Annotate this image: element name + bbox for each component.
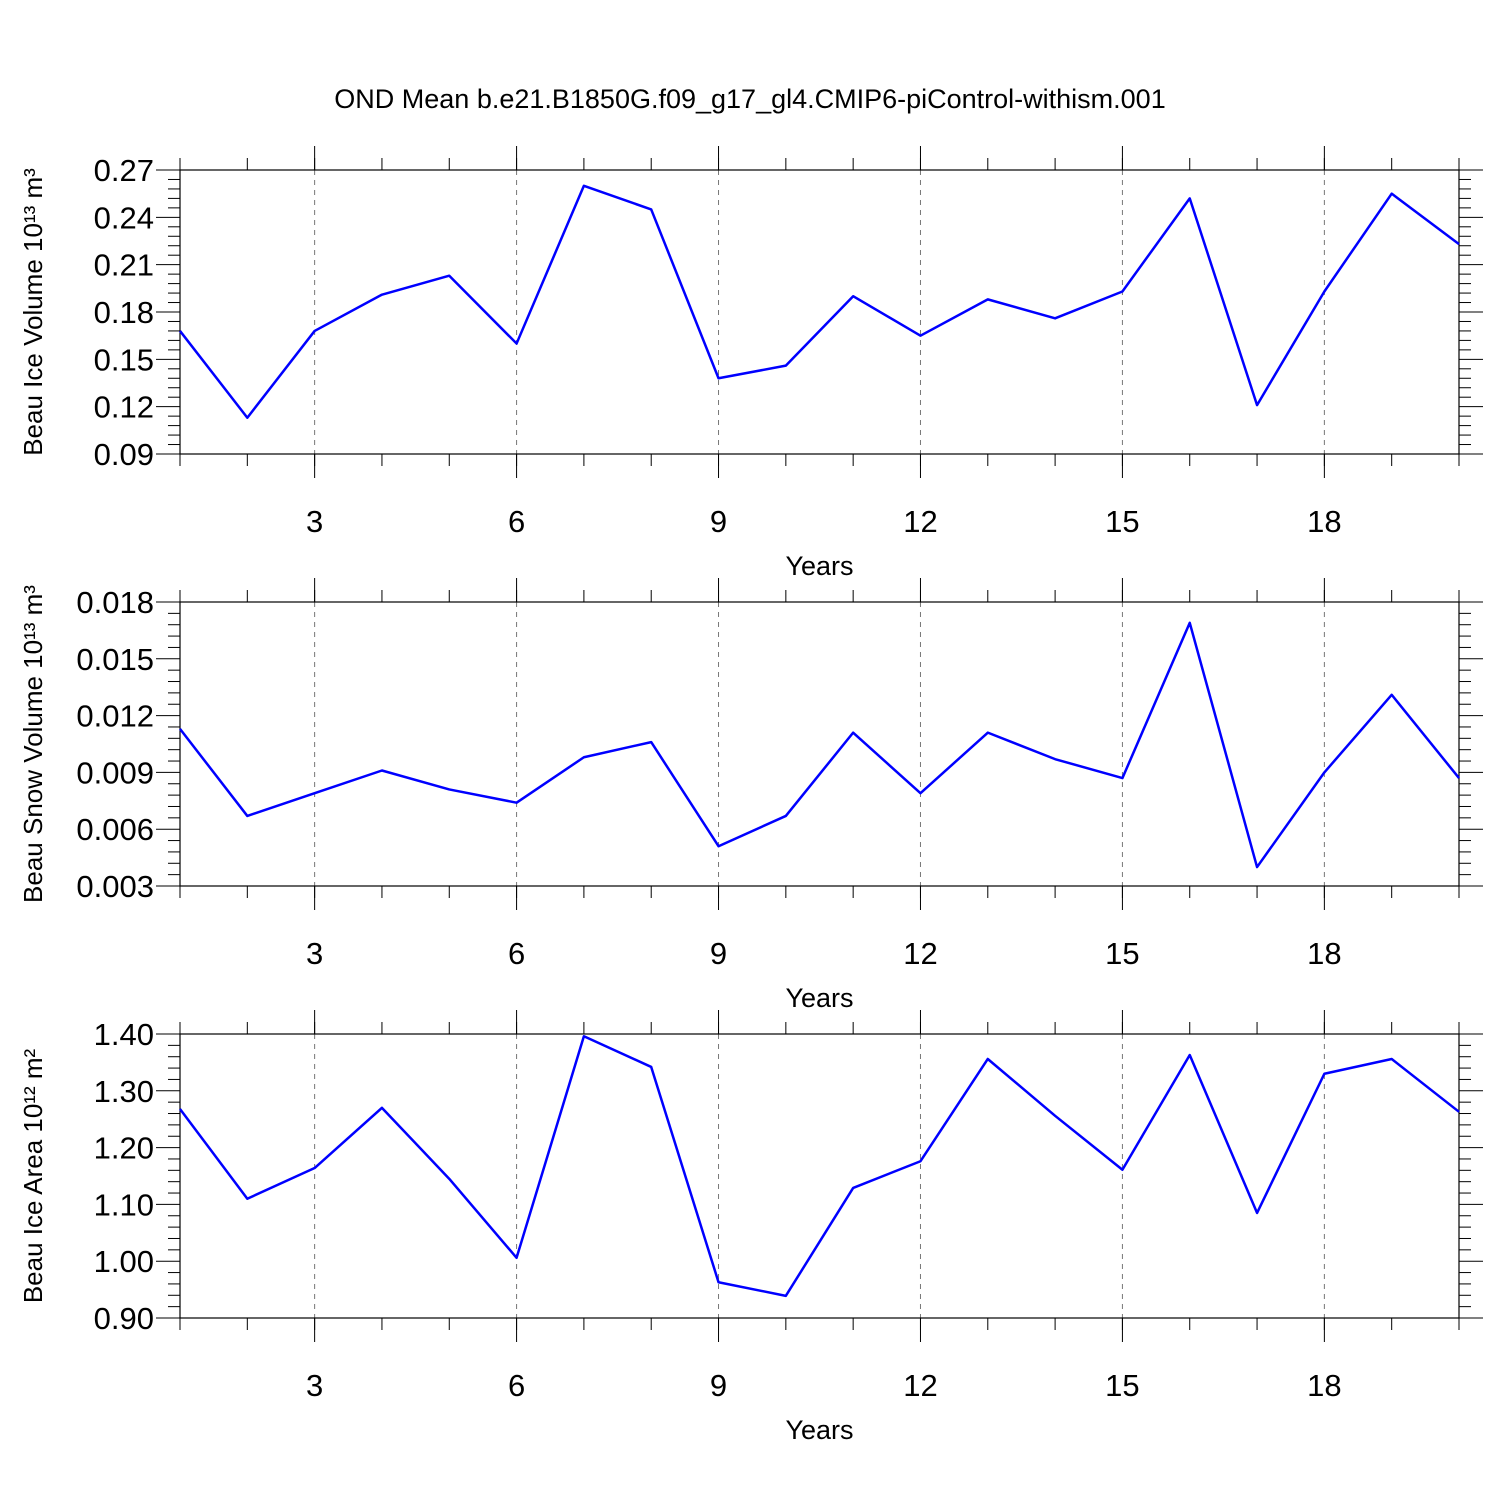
y-tick-label: 0.003 — [76, 869, 154, 904]
y-tick-label: 0.018 — [76, 585, 154, 620]
x-tick-label: 18 — [1307, 936, 1341, 971]
x-tick-label: 6 — [508, 1368, 525, 1403]
data-line — [179, 1035, 1460, 1298]
y-tick-label: 0.009 — [76, 755, 154, 790]
y-tick-label: 0.09 — [94, 437, 154, 472]
x-tick-label: 6 — [508, 936, 525, 971]
y-axis-label: Beau Ice Area 10¹² m² — [18, 1048, 48, 1303]
y-tick-label: 0.015 — [76, 642, 154, 677]
x-tick-label: 3 — [306, 936, 323, 971]
y-tick-label: 0.12 — [94, 390, 154, 425]
x-axis-label: Years — [785, 983, 853, 1013]
x-tick-label: 12 — [903, 936, 937, 971]
x-tick-label: 9 — [710, 936, 727, 971]
y-tick-label: 0.012 — [76, 699, 154, 734]
y-tick-label: 0.24 — [94, 200, 154, 235]
x-tick-label: 15 — [1105, 504, 1139, 539]
y-tick-label: 0.15 — [94, 342, 154, 377]
y-tick-label: 0.21 — [94, 248, 154, 283]
x-tick-label: 18 — [1307, 504, 1341, 539]
x-tick-label: 9 — [710, 504, 727, 539]
y-tick-label: 0.006 — [76, 812, 154, 847]
y-axis-label: Beau Snow Volume 10¹³ m³ — [18, 585, 48, 903]
data-line — [179, 184, 1460, 419]
x-tick-label: 9 — [710, 1368, 727, 1403]
x-tick-label: 15 — [1105, 936, 1139, 971]
x-tick-label: 3 — [306, 504, 323, 539]
y-tick-label: 1.10 — [94, 1187, 154, 1222]
x-tick-label: 15 — [1105, 1368, 1139, 1403]
y-tick-label: 0.18 — [94, 295, 154, 330]
x-tick-label: 3 — [306, 1368, 323, 1403]
y-tick-label: 0.90 — [94, 1301, 154, 1336]
plot-frame — [179, 1033, 1460, 1319]
x-tick-label: 12 — [903, 504, 937, 539]
data-line — [179, 621, 1460, 869]
x-tick-label: 12 — [903, 1368, 937, 1403]
x-tick-label: 18 — [1307, 1368, 1341, 1403]
y-tick-label: 1.00 — [94, 1244, 154, 1279]
y-tick-label: 1.40 — [94, 1017, 154, 1052]
y-tick-label: 1.30 — [94, 1074, 154, 1109]
y-axis-label: Beau Ice Volume 10¹³ m³ — [18, 168, 48, 456]
x-axis-label: Years — [785, 551, 853, 581]
x-tick-label: 6 — [508, 504, 525, 539]
y-tick-label: 1.20 — [94, 1131, 154, 1166]
chart-title: OND Mean b.e21.B1850G.f09_g17_gl4.CMIP6-… — [334, 84, 1165, 114]
y-tick-label: 0.27 — [94, 153, 154, 188]
x-axis-label: Years — [785, 1415, 853, 1445]
plot-frame — [179, 601, 1460, 887]
plot-frame — [179, 169, 1460, 455]
